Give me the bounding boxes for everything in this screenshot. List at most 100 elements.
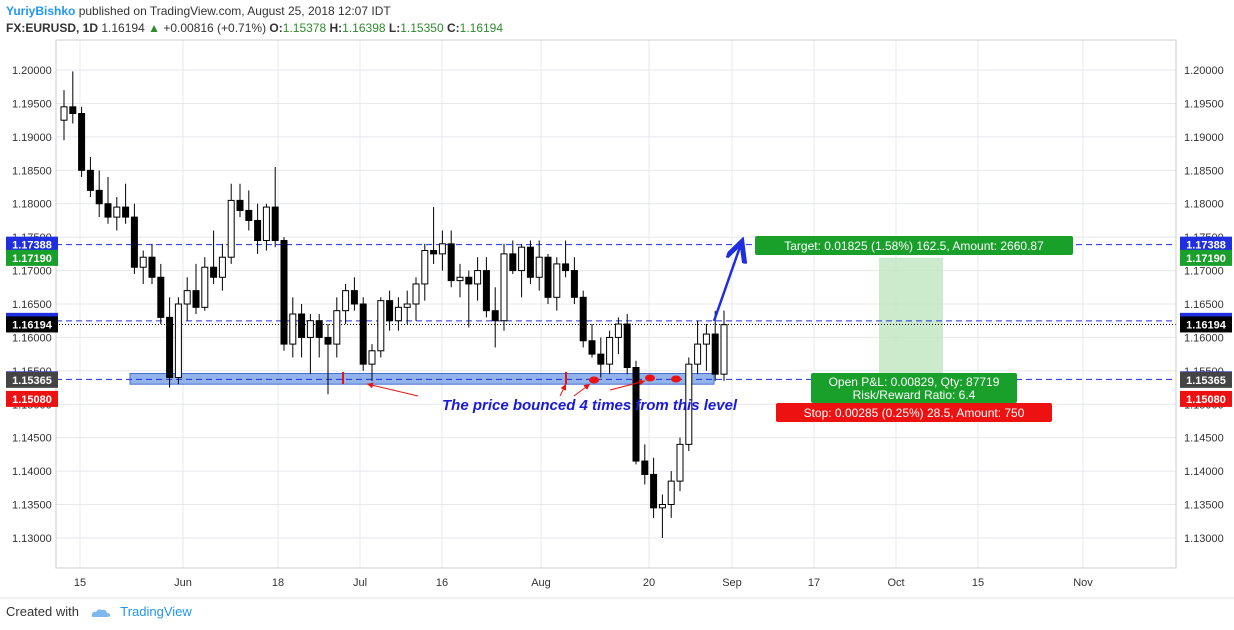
candle-body [78, 113, 86, 171]
high-value: 1.16398 [342, 21, 386, 35]
candle-body [236, 199, 244, 211]
risk-reward-label: Risk/Reward Ratio: 6.4 [853, 388, 976, 402]
price-tag-left-bg [6, 236, 58, 253]
y-tick-label-left: 1.19500 [12, 98, 52, 110]
y-tick-label: 1.14500 [1184, 433, 1224, 445]
candle-body [342, 290, 350, 312]
candle-body [183, 290, 191, 305]
price-tag-left: 1.15365 [12, 375, 52, 387]
candle-body [174, 303, 182, 379]
price-tag-right: 1.15080 [1186, 394, 1226, 406]
low-value: 1.15350 [400, 21, 444, 35]
candle-body [526, 246, 534, 278]
candle-body [210, 266, 218, 278]
symbol-line: FX:EURUSD, 1D 1.16194 ▲ +0.00816 (+0.71%… [6, 21, 503, 35]
candle-body [271, 206, 279, 242]
price-tag-left-bg [6, 390, 58, 407]
candle-body [447, 243, 455, 282]
candle-body [157, 276, 165, 318]
x-tick-label: 16 [436, 577, 448, 589]
x-tick-label: Nov [1073, 577, 1093, 589]
price-tag-right-bg [1180, 390, 1232, 407]
candle-body [227, 199, 235, 258]
candle-body [518, 246, 526, 272]
candle-body [245, 209, 253, 221]
y-tick-label: 1.19500 [1184, 98, 1224, 110]
candle-body [315, 320, 323, 338]
candle-body [623, 323, 631, 368]
y-tick-label: 1.13000 [1184, 533, 1224, 545]
candle-body [130, 216, 138, 268]
candle-body [421, 250, 429, 285]
bounce-annotation: The price bounced 4 times from this leve… [442, 397, 738, 414]
pointer-arrow [559, 383, 567, 397]
candle-body [702, 333, 710, 345]
candle-body [720, 324, 728, 375]
candle-body [148, 256, 156, 278]
x-tick-label: 18 [272, 577, 284, 589]
y-tick-label: 1.13500 [1184, 500, 1224, 512]
last-price: 1.16194 [101, 21, 145, 35]
candle-body [95, 189, 103, 205]
candle-body [482, 270, 490, 312]
y-tick-label: 1.16500 [1184, 299, 1224, 311]
y-tick-label-left: 1.20000 [12, 65, 52, 77]
candle-body [122, 206, 130, 218]
tradingview-link[interactable]: TradingView [120, 604, 192, 619]
y-tick-label-left: 1.18000 [12, 199, 52, 211]
candle-body [412, 283, 420, 305]
candle-body [104, 203, 112, 218]
pointer-arrow [366, 382, 419, 397]
y-tick-label-left: 1.14500 [12, 433, 52, 445]
candle-body [465, 276, 473, 285]
candle-body [535, 256, 543, 278]
y-tick-label-left: 1.13000 [12, 533, 52, 545]
high-label: H: [329, 21, 343, 35]
y-tick-label-left: 1.16500 [12, 299, 52, 311]
created-with-text: Created with [6, 604, 79, 619]
open-pnl-label: Open P&L: 0.00829, Qty: 87719 [829, 375, 1000, 389]
candle-body [403, 303, 411, 308]
price-chart[interactable]: The price bounced 4 times from this leve… [0, 0, 1234, 600]
candle-body [588, 340, 596, 355]
candle-body [711, 333, 719, 375]
symbol-name: FX:EURUSD, 1D [6, 21, 99, 35]
bounce-dot [589, 376, 599, 384]
x-tick-label: Jun [174, 577, 192, 589]
price-change: +0.00816 (+0.71%) [163, 21, 267, 35]
publish-line: YuriyBishko published on TradingView.com… [6, 4, 391, 18]
published-text: published on TradingView.com, August 25,… [78, 4, 391, 18]
candle-body [280, 240, 288, 345]
pointer-arrow [573, 383, 591, 397]
stop-label-bg [776, 403, 1052, 422]
projection-arrow [712, 244, 741, 322]
annotations: The price bounced 4 times from this leve… [366, 236, 1073, 422]
price-tag-right: 1.15365 [1186, 375, 1226, 387]
candle-body [306, 320, 314, 338]
target-label: Target: 0.01825 (1.58%) 162.5, Amount: 2… [784, 239, 1044, 253]
candle-body [491, 310, 499, 322]
candle-body [641, 460, 649, 475]
candle-body [201, 266, 209, 308]
price-tag-left-bg [6, 371, 58, 388]
open-value: 1.15378 [282, 21, 327, 35]
candle-body [553, 263, 561, 298]
y-tick-label: 1.18000 [1184, 199, 1224, 211]
candle-body [658, 504, 666, 509]
price-tag-left: 1.17190 [12, 253, 52, 265]
price-tag-right-bg [1180, 316, 1232, 333]
x-tick-label: 15 [74, 577, 86, 589]
candle-body [324, 336, 332, 345]
author-link[interactable]: YuriyBishko [6, 4, 76, 18]
y-tick-label: 1.19000 [1184, 132, 1224, 144]
pointer-arrow [609, 379, 646, 391]
candle-body [500, 253, 508, 322]
candle-body [386, 300, 394, 322]
price-tag-right-bg [1180, 249, 1232, 266]
candle-body [570, 270, 578, 298]
price-tag-right: 1.17190 [1186, 253, 1226, 265]
pnl-label-bg [811, 373, 1017, 403]
candle-body [289, 313, 297, 345]
price-tag-left: 1.17388 [12, 240, 52, 252]
price-tag-right: 1.16194 [1186, 319, 1227, 331]
